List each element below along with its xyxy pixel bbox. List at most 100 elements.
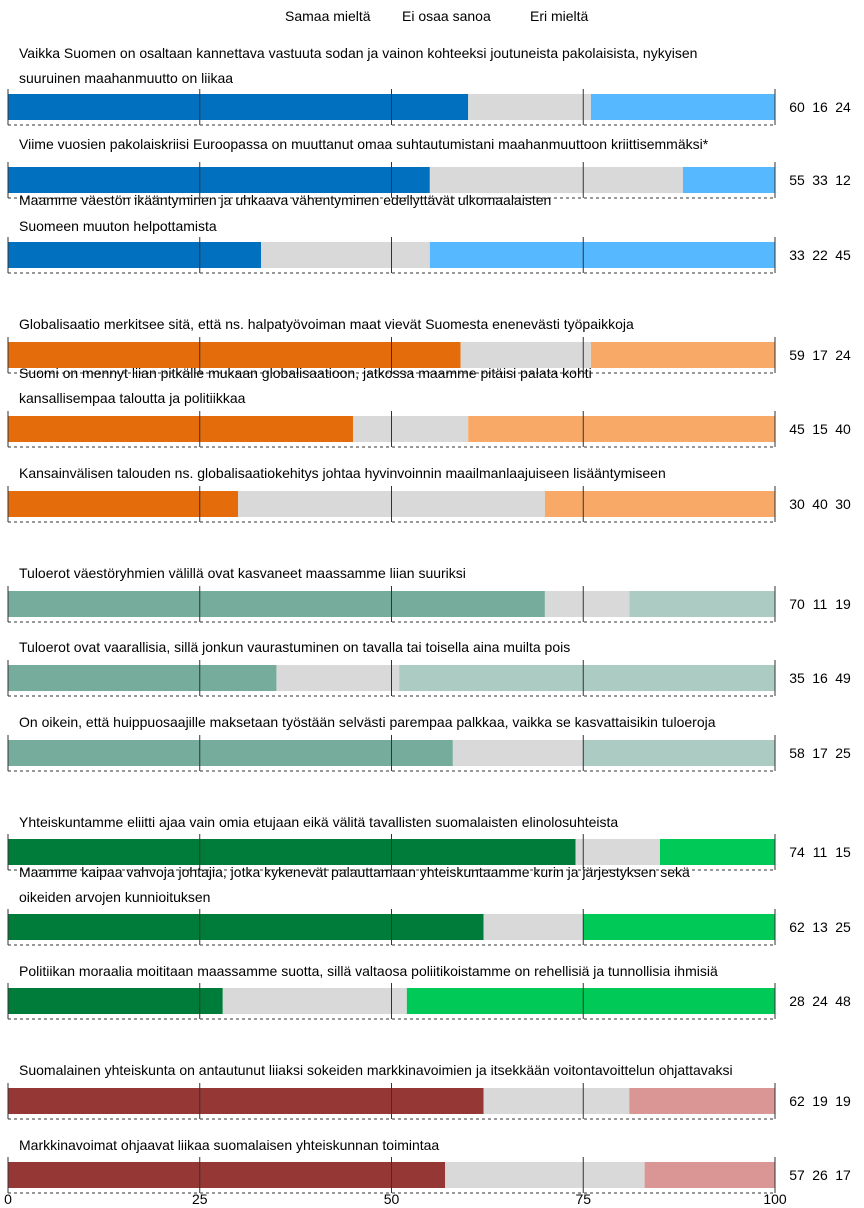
legend-entry: Samaa mieltä [285,8,371,24]
data-label: 74 [789,844,805,860]
data-label: 58 [789,745,805,761]
bar-segment [8,167,430,193]
data-label: 28 [789,993,805,1009]
bar-segment [353,416,469,442]
bar-segment [468,416,775,442]
question-label: Yhteiskuntamme eliitti ajaa vain omia et… [19,814,618,830]
bar-segment [460,342,591,368]
data-label: 15 [835,844,851,860]
bar-segment [544,491,775,517]
bar-segment [659,839,775,865]
data-label: 22 [812,247,828,263]
bar-segment [222,988,407,1014]
bar-segment [8,914,484,940]
bar-segment [544,591,630,617]
bar-segment [399,665,775,691]
question-label: Markkinavoimat ohjaavat liikaa suomalais… [19,1137,439,1153]
data-label: 24 [812,993,828,1009]
bar-segment [8,1088,484,1114]
bar-segment [276,665,400,691]
bar-segment [629,591,775,617]
data-label: 60 [789,99,805,115]
data-label: 33 [789,247,805,263]
question-label: Maamme kaipaa vahvoja johtajia, jotka ky… [19,864,690,905]
data-label: 19 [835,1093,851,1109]
data-label: 30 [789,496,805,512]
data-label: 45 [789,421,805,437]
question-label: Suomi on mennyt liian pitkälle mukaan gl… [19,365,592,406]
bar-segment [483,914,584,940]
data-label: 62 [789,1093,805,1109]
question-label: Suomalainen yhteiskunta on antautunut li… [19,1062,733,1078]
legend-entry: Eri mieltä [530,8,589,24]
bar-segment [8,665,277,691]
bar-segment [629,1088,775,1114]
bar-segment [406,988,775,1014]
x-tick-label: 75 [575,1191,591,1207]
data-label: 26 [812,1167,828,1183]
data-label: 17 [812,745,828,761]
bar-segment [8,591,545,617]
bar-segment [483,1088,630,1114]
data-label: 16 [812,99,828,115]
bar-segment [8,242,262,268]
question-label: Politiikan moraalia moititaan maassamme … [19,963,718,979]
data-label: 15 [812,421,828,437]
question-label: On oikein, että huippuosaajille maksetaa… [19,714,716,730]
data-label: 19 [835,596,851,612]
bar-segment [590,342,775,368]
bar-segment [468,94,591,120]
question-label: Tuloerot ovat vaarallisia, sillä jonkun … [19,639,570,655]
data-label: 59 [789,347,805,363]
bar-segment [682,167,775,193]
data-label: 45 [835,247,851,263]
legend-entry: Ei osaa sanoa [402,8,491,24]
data-label: 33 [812,172,828,188]
data-label: 24 [835,347,851,363]
question-label: Kansainvälisen talouden ns. globalisaati… [19,465,666,481]
bar-segment [8,839,576,865]
data-label: 62 [789,919,805,935]
question-label: Viime vuosien pakolaiskriisi Euroopassa … [19,136,709,152]
question-label: Maamme väestön ikääntyminen ja uhkaava v… [19,192,551,234]
bar-segment [445,1162,645,1188]
bar-segment [583,914,775,940]
question-label: Vaikka Suomen on osaltaan kannettava vas… [19,45,697,86]
bar-segment [8,491,239,517]
data-label: 55 [789,172,805,188]
x-tick-label: 0 [4,1191,12,1207]
data-label: 25 [835,745,851,761]
bar-segment [452,740,584,766]
data-label: 25 [835,919,851,935]
data-label: 57 [789,1167,805,1183]
x-tick-label: 25 [192,1191,208,1207]
data-label: 24 [835,99,851,115]
data-label: 16 [812,670,828,686]
question-label: Tuloerot väestöryhmien välillä ovat kasv… [19,565,466,581]
data-label: 12 [835,172,851,188]
data-label: 70 [789,596,805,612]
data-label: 48 [835,993,851,1009]
bar-segment [8,342,461,368]
bar-segment [644,1162,775,1188]
bar-segment [8,1162,446,1188]
data-label: 35 [789,670,805,686]
bar-segment [8,988,223,1014]
data-label: 40 [812,496,828,512]
bar-segment [429,167,683,193]
data-label: 17 [812,347,828,363]
x-tick-label: 100 [763,1191,787,1207]
data-label: 11 [813,844,828,860]
data-label: 13 [812,919,828,935]
data-label: 19 [812,1093,828,1109]
bar-segment [8,740,453,766]
data-label: 11 [813,596,828,612]
bar-segment [429,242,775,268]
bar-segment [590,94,775,120]
data-label: 30 [835,496,851,512]
bar-segment [583,740,775,766]
bar-segment [261,242,430,268]
data-label: 49 [835,670,851,686]
x-tick-label: 50 [384,1191,400,1207]
